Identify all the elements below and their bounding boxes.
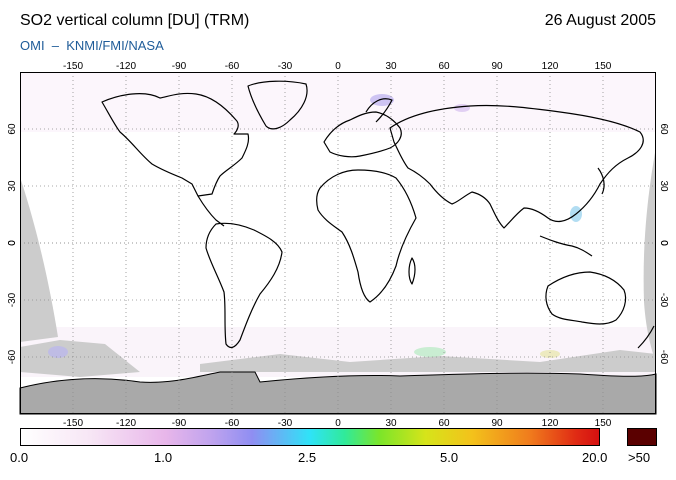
latitude-tick-label: 0 xyxy=(7,240,18,246)
longitude-tick-label: -30 xyxy=(278,418,293,429)
colorbar-label: 20.0 xyxy=(582,450,608,465)
south-america xyxy=(205,222,283,349)
so2-colorbar xyxy=(20,428,600,446)
longitude-tick-label: -150 xyxy=(63,418,83,429)
latitude-tick-label: 0 xyxy=(7,240,18,246)
latitude-tick-label: 0 xyxy=(658,240,669,246)
longitude-tick-label: 0 xyxy=(335,61,341,72)
longitude-tick-label: 60 xyxy=(438,418,450,429)
longitude-tick-label: -90 xyxy=(172,418,187,429)
map-frame xyxy=(20,72,656,414)
latitude-tick-label: -30 xyxy=(7,292,18,307)
japan xyxy=(597,167,605,195)
latitude-tick-label: 60 xyxy=(7,123,18,135)
colorbar-label: 0.0 xyxy=(10,450,29,465)
longitude-tick-label: 90 xyxy=(491,61,503,72)
north-america xyxy=(101,92,250,197)
longitude-tick-label: -30 xyxy=(278,61,293,72)
colorbar-label: 2.5 xyxy=(298,450,317,465)
longitude-tick-label: 90 xyxy=(491,418,503,429)
latitude-tick-label: -60 xyxy=(658,350,669,365)
no-data-swaths xyxy=(20,147,656,377)
latitude-tick-label: 30 xyxy=(658,180,669,192)
longitude-tick-label: 30 xyxy=(385,418,397,429)
greenland xyxy=(247,80,308,130)
latitude-tick-label: -30 xyxy=(658,293,669,308)
longitude-tick-label: 120 xyxy=(542,418,559,429)
asia xyxy=(389,104,644,229)
longitude-tick-label: 60 xyxy=(438,61,450,72)
scandinavia xyxy=(365,98,393,123)
longitude-tick-label: 30 xyxy=(385,61,397,72)
lon-ticks-top: -150 -120 -90 -60 -30 0 30 60 90 120 150 xyxy=(63,61,612,72)
longitude-tick-label: -60 xyxy=(225,418,240,429)
so2-spots xyxy=(48,94,582,358)
longitude-tick-label: 150 xyxy=(595,61,612,72)
africa xyxy=(316,169,417,303)
coastlines xyxy=(101,80,655,349)
central-america xyxy=(197,195,225,227)
new-zealand xyxy=(637,325,655,349)
colorbar-label: 5.0 xyxy=(440,450,459,465)
southeast-asia-islands xyxy=(539,235,593,257)
longitude-tick-label: -60 xyxy=(225,61,240,72)
longitude-tick-label: -120 xyxy=(116,418,136,429)
world-map: -150 -120 -90 -60 -30 0 30 60 90 120 150 -150 -120-… xyxy=(7,61,669,429)
longitude-tick-label: 150 xyxy=(595,418,612,429)
map-date: 26 August 2005 xyxy=(544,12,656,29)
colorbar-label: 1.0 xyxy=(154,450,173,465)
latitude-tick-label: -60 xyxy=(7,349,18,364)
longitude-tick-label: 120 xyxy=(542,61,559,72)
map-title: SO2 vertical column [DU] (TRM) xyxy=(20,12,250,29)
data-credit: OMI – KNMI/FMI/NASA xyxy=(20,38,164,53)
europe xyxy=(323,111,402,158)
longitude-tick-label: -120 xyxy=(116,61,136,72)
colorbar-overflow-swatch xyxy=(627,428,657,446)
latitude-tick-label: 30 xyxy=(7,180,18,192)
longitude-tick-label: -90 xyxy=(172,61,187,72)
latitude-tick-label: 60 xyxy=(658,123,669,135)
australia xyxy=(545,271,627,325)
madagascar xyxy=(408,257,416,285)
longitude-tick-label: -150 xyxy=(63,61,83,72)
colorbar-overflow-label: >50 xyxy=(628,450,651,465)
latitude-tick-label: 0 xyxy=(658,240,669,246)
graticule xyxy=(20,72,656,414)
lon-ticks-bottom: -150 -120 -90 -60 -30 0 30 60 90 120 150 xyxy=(63,418,612,429)
longitude-tick-label: 0 xyxy=(335,418,341,429)
